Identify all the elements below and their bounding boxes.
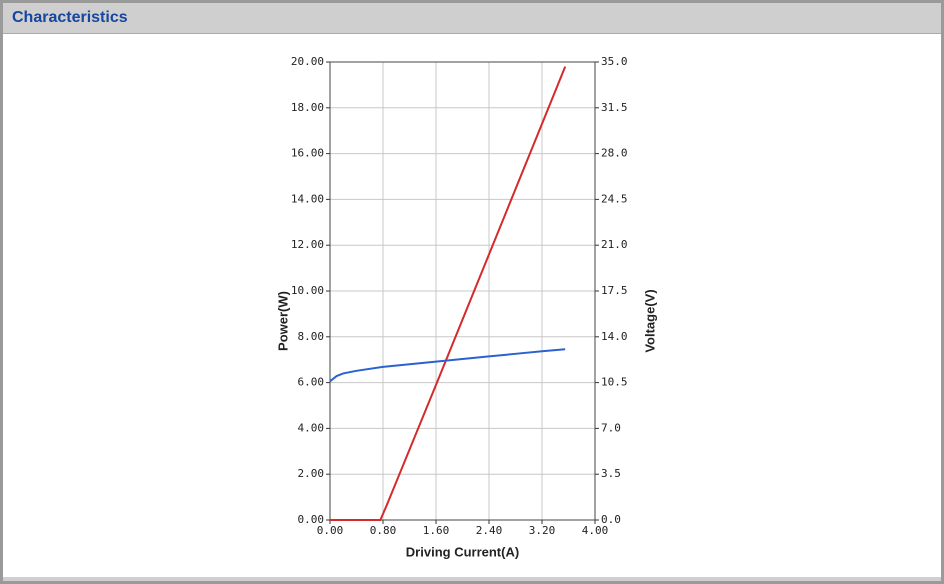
series-line	[330, 66, 567, 521]
x-tick-label: 3.20	[529, 524, 556, 537]
plot-frame	[329, 61, 596, 521]
y-axis-label: Power(W)	[275, 291, 290, 351]
x-tick-label: 1.60	[423, 524, 450, 537]
y2-axis-label: Voltage(V)	[642, 289, 657, 352]
x-tick-label: 4.00	[582, 524, 609, 537]
y2-tick-label: 17.5	[601, 284, 628, 297]
y2-tick-label: 14.0	[601, 330, 628, 343]
x-tick-label: 0.00	[317, 524, 344, 537]
panel-title: Characteristics	[3, 3, 941, 34]
chart: 0.00 2.00 4.00 6.00 8.00 10.00 12.00 14.00 16.00…	[3, 55, 941, 581]
y-tick-label: 0.00	[298, 513, 325, 526]
panel-footer	[3, 577, 941, 581]
x-tick-label: 2.40	[476, 524, 503, 537]
y-tick-label: 12.00	[291, 238, 324, 251]
series-line	[329, 348, 566, 383]
y2-tick-label: 28.0	[601, 147, 628, 160]
y2-tick-label: 10.5	[601, 376, 628, 389]
y2-tick-label: 3.5	[601, 467, 621, 480]
y-tick-label: 14.00	[291, 192, 324, 205]
y-tick-label: 4.00	[298, 421, 325, 434]
y2-tick-label: 24.5	[601, 192, 628, 205]
y-tick-label: 18.00	[291, 101, 324, 114]
y-tick-label: 20.00	[291, 55, 324, 68]
y2-tick-label: 21.0	[601, 238, 628, 251]
y-tick-label: 10.00	[291, 284, 324, 297]
y2-tick-label: 7.0	[601, 421, 621, 434]
y-tick-label: 6.00	[298, 376, 325, 389]
y-tick-label: 16.00	[291, 147, 324, 160]
y-tick-label: 2.00	[298, 467, 325, 480]
y-tick-label: 8.00	[298, 330, 325, 343]
x-tick-label: 0.80	[370, 524, 397, 537]
y2-tick-label: 35.0	[601, 55, 628, 68]
y2-tick-label: 31.5	[601, 101, 628, 114]
x-axis-label: Driving Current(A)	[406, 544, 519, 559]
y2-tick-label: 0.0	[601, 513, 621, 526]
